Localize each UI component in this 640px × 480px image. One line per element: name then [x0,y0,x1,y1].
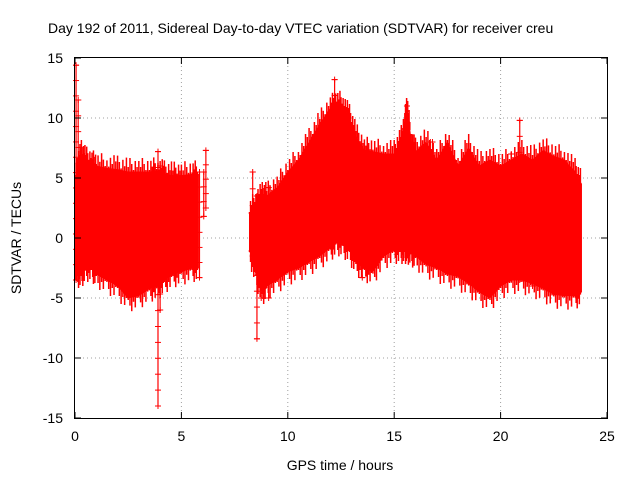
y-tick-label: 5 [55,170,63,186]
axis-ticks [74,57,608,419]
data-spike [196,169,203,281]
x-axis-tick-labels: 0 5 10 15 20 25 [71,428,615,444]
data-band-2 [248,103,582,299]
data-spike [429,139,436,259]
plot-frame [74,57,608,419]
data-spike [258,199,265,301]
x-tick-label: 5 [178,428,186,444]
x-axis-label: GPS time / hours [287,457,394,473]
y-axis-tick-labels: -15 -10 -5 0 5 10 15 [43,50,63,426]
x-tick-label: 15 [386,428,402,444]
x-tick-label: 0 [71,428,79,444]
data-spike [331,76,338,241]
data-spike [508,151,515,283]
y-tick-label: 0 [55,230,63,246]
data-spike [75,97,82,277]
y-tick-label: 10 [47,110,63,126]
x-tick-label: 25 [599,428,615,444]
data-spike [359,157,366,281]
data-spike [516,117,523,283]
data-spike [403,103,410,253]
data-spike [157,163,164,313]
y-axis-label: SDTVAR / TECUs [8,182,24,294]
data-spike [529,175,536,289]
data-spike [249,169,256,259]
chart-title: Day 192 of 2011, Sidereal Day-to-day VTE… [48,20,553,36]
y-tick-label: 15 [47,50,63,66]
x-tick-label: 20 [493,428,509,444]
y-tick-label: -5 [51,290,64,306]
data-spike [253,193,260,342]
y-tick-label: -10 [43,350,63,366]
data-spike [265,184,272,301]
plot-area [73,62,582,409]
x-tick-label: 10 [280,428,296,444]
y-tick-label: -15 [43,410,63,426]
data-spike [202,147,209,211]
